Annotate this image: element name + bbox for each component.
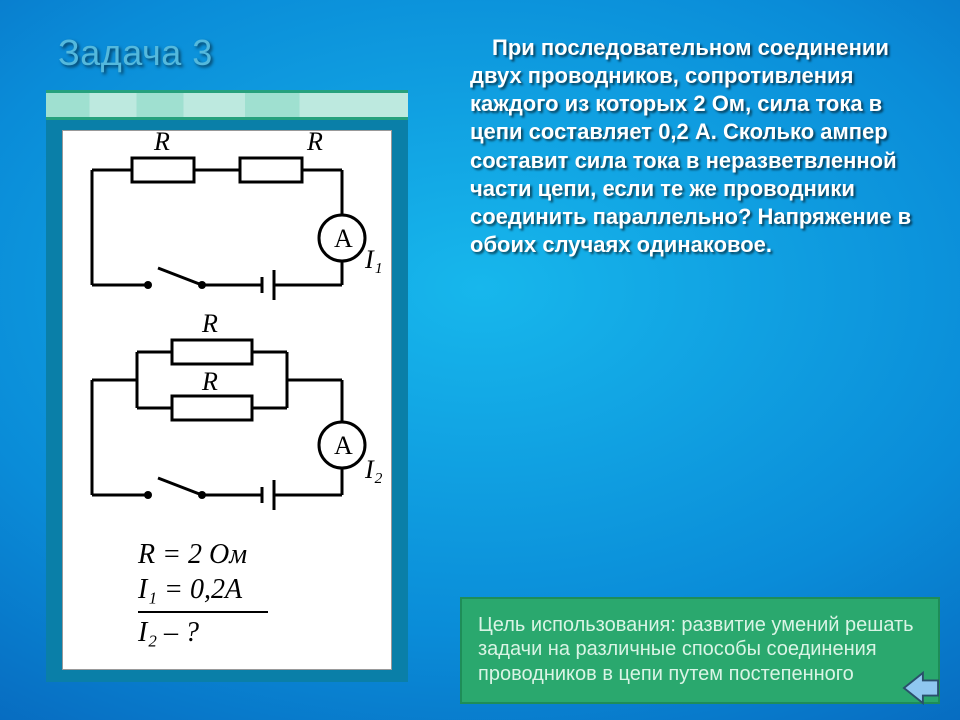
resistor-label: R	[153, 130, 170, 156]
page-title: Задача 3	[58, 32, 213, 74]
resistor-label: R	[306, 130, 323, 156]
series-circuit-diagram: R R A I₁	[62, 130, 392, 310]
figure-panel: R R A I₁	[46, 90, 408, 682]
ammeter-label: A	[334, 431, 353, 460]
ammeter-label: A	[334, 224, 353, 253]
parallel-circuit-diagram: R R A I₂	[62, 310, 392, 520]
given-block: R = 2 Ом I₁ = 0,2A I₂ – ?	[138, 537, 268, 650]
usage-note: Цель использования: развитие умений реша…	[460, 597, 940, 704]
given-line-I2: I₂ – ?	[138, 611, 268, 650]
current-label-i1: I₁	[364, 245, 383, 274]
current-label-i2: I₂	[364, 455, 383, 484]
given-line-I1: I₁ = 0,2A	[138, 572, 268, 607]
back-arrow-icon	[902, 670, 940, 706]
given-line-R: R = 2 Ом	[138, 537, 268, 572]
resistor-label: R	[201, 367, 218, 396]
figure-decorative-stripe	[46, 90, 408, 120]
resistor-label: R	[201, 310, 218, 338]
figure-canvas: R R A I₁	[62, 130, 392, 670]
back-button[interactable]	[902, 670, 940, 706]
problem-text: При последовательном соединении двух про…	[470, 34, 922, 259]
